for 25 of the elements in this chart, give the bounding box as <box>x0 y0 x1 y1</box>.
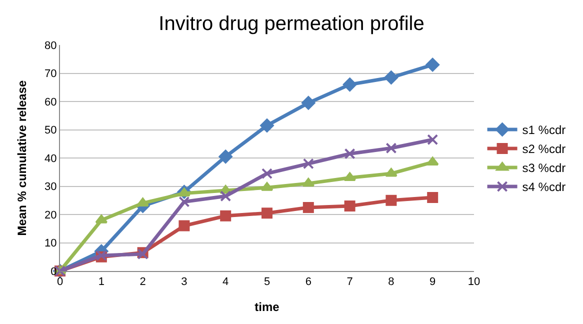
x-tick-label: 8 <box>388 276 394 288</box>
y-tick-label: 40 <box>44 152 57 165</box>
x-tick-label: 1 <box>98 276 104 288</box>
y-tick-label: 20 <box>44 209 57 222</box>
x-tick-label: 5 <box>264 276 270 288</box>
x-tick-label: 4 <box>222 276 229 288</box>
legend-label: s2 %cdr <box>522 142 566 156</box>
y-tick-label: 80 <box>44 40 57 52</box>
y-tick-label: 30 <box>44 181 57 194</box>
legend-label: s3 %cdr <box>522 161 566 176</box>
x-tick-label: 10 <box>468 276 480 288</box>
x-tick-label: 3 <box>181 276 188 288</box>
legend-label: s1 %cdr <box>522 123 566 138</box>
legend-label: s4 %cdr <box>522 180 566 194</box>
x-tick-label: 2 <box>140 276 146 288</box>
chart-title: Invitro drug permeation profile <box>158 13 424 36</box>
x-tick-label: 6 <box>305 276 312 288</box>
y-tick-label: 50 <box>44 124 57 137</box>
y-tick-label: 70 <box>44 68 57 80</box>
x-tick-label: 7 <box>346 276 353 288</box>
y-axis-title: Mean % cumulative release <box>14 80 29 236</box>
y-tick-label: 10 <box>44 238 57 250</box>
x-axis-title: time <box>254 300 280 314</box>
y-tick-label: 60 <box>44 96 57 108</box>
x-tick-label: 9 <box>430 276 436 288</box>
